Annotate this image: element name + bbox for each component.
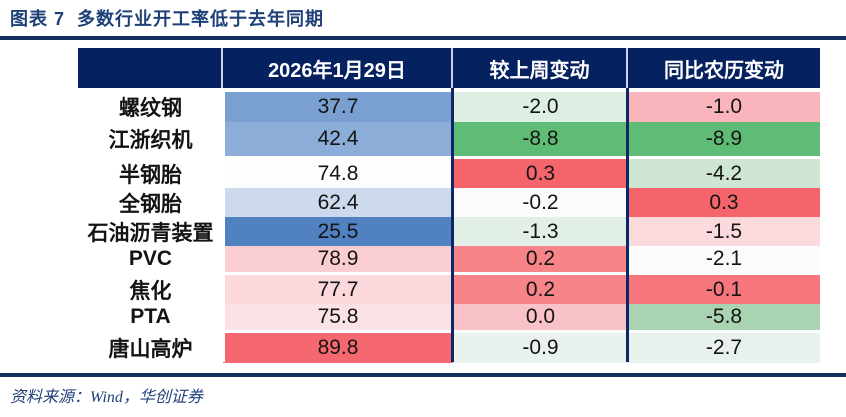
- column-header-wow-change: 较上周变动: [453, 48, 628, 88]
- cell-yoy-change: -4.2: [628, 159, 820, 189]
- cell-wow-change: 0.3: [453, 159, 628, 189]
- row-label: 全钢胎: [78, 188, 223, 218]
- cell-wow-change: 0.0: [453, 304, 628, 330]
- table-row: 焦化 77.7 0.2 -0.1: [78, 275, 820, 305]
- row-label: 半钢胎: [78, 159, 223, 189]
- cell-value: 62.4: [223, 188, 453, 218]
- row-label: 焦化: [78, 275, 223, 305]
- cell-value: 25.5: [223, 217, 453, 247]
- cell-wow-change: 0.2: [453, 275, 628, 305]
- cell-wow-change: -8.8: [453, 122, 628, 156]
- cell-value: 77.7: [223, 275, 453, 305]
- cell-value: 74.8: [223, 159, 453, 189]
- table-body: 螺纹钢 37.7 -2.0 -1.0 江浙织机 42.4 -8.8 -8.9 半钢胎 74.8 0.…: [78, 92, 820, 363]
- column-header-date: 2026年1月29日: [223, 48, 453, 88]
- top-rule: [0, 36, 846, 40]
- cell-yoy-change: -2.7: [628, 333, 820, 363]
- cell-wow-change: -1.3: [453, 217, 628, 247]
- cell-wow-change: -2.0: [453, 92, 628, 122]
- column-divider-navy-2: [626, 88, 629, 362]
- table-row: PVC 78.9 0.2 -2.1: [78, 246, 820, 272]
- cell-wow-change: -0.2: [453, 188, 628, 218]
- row-label: 螺纹钢: [78, 92, 223, 122]
- table-row: PTA 75.8 0.0 -5.8: [78, 304, 820, 330]
- cell-yoy-change: -2.1: [628, 246, 820, 272]
- cell-wow-change: 0.2: [453, 246, 628, 272]
- table-row: 江浙织机 42.4 -8.8 -8.9: [78, 122, 820, 156]
- cell-value: 89.8: [223, 333, 453, 363]
- cell-yoy-change: -1.5: [628, 217, 820, 247]
- table-row: 全钢胎 62.4 -0.2 0.3: [78, 188, 820, 218]
- cell-yoy-change: -5.8: [628, 304, 820, 330]
- column-header-yoy-lunar-change: 同比农历变动: [664, 59, 784, 82]
- table-row: 唐山高炉 89.8 -0.9 -2.7: [78, 333, 820, 363]
- cell-value: 37.7: [223, 92, 453, 122]
- cell-yoy-change: 0.3: [628, 188, 820, 218]
- row-label: 石油沥青装置: [78, 217, 223, 247]
- table-row: 半钢胎 74.8 0.3 -4.2: [78, 159, 820, 189]
- bottom-rule: [0, 373, 846, 377]
- source-note: 资料来源：Wind，华创证券: [10, 389, 203, 406]
- cell-yoy-change: -8.9: [628, 122, 820, 156]
- column-divider-white: [223, 88, 225, 362]
- cell-value: 42.4: [223, 122, 453, 156]
- figure-title: 图表 7 多数行业开工率低于去年同期: [10, 9, 325, 29]
- cell-yoy-change: -1.0: [628, 92, 820, 122]
- cell-yoy-change: -0.1: [628, 275, 820, 305]
- row-label: PVC: [78, 246, 223, 272]
- table-row: 石油沥青装置 25.5 -1.3 -1.5: [78, 217, 820, 247]
- column-divider-navy-1: [451, 88, 454, 362]
- row-label: PTA: [78, 304, 223, 330]
- cell-wow-change: -0.9: [453, 333, 628, 363]
- column-header-industry: [78, 48, 223, 88]
- operating-rate-table: 2026年1月29日 较上周变动 同比农历变动 螺纹钢 37.7 -2.0 -1.0 江…: [78, 48, 820, 363]
- row-label: 唐山高炉: [78, 333, 223, 363]
- table-row: 螺纹钢 37.7 -2.0 -1.0: [78, 92, 820, 122]
- row-label: 江浙织机: [78, 122, 223, 156]
- table-header-row: 2026年1月29日 较上周变动 同比农历变动: [78, 48, 820, 88]
- cell-value: 78.9: [223, 246, 453, 272]
- cell-value: 75.8: [223, 304, 453, 330]
